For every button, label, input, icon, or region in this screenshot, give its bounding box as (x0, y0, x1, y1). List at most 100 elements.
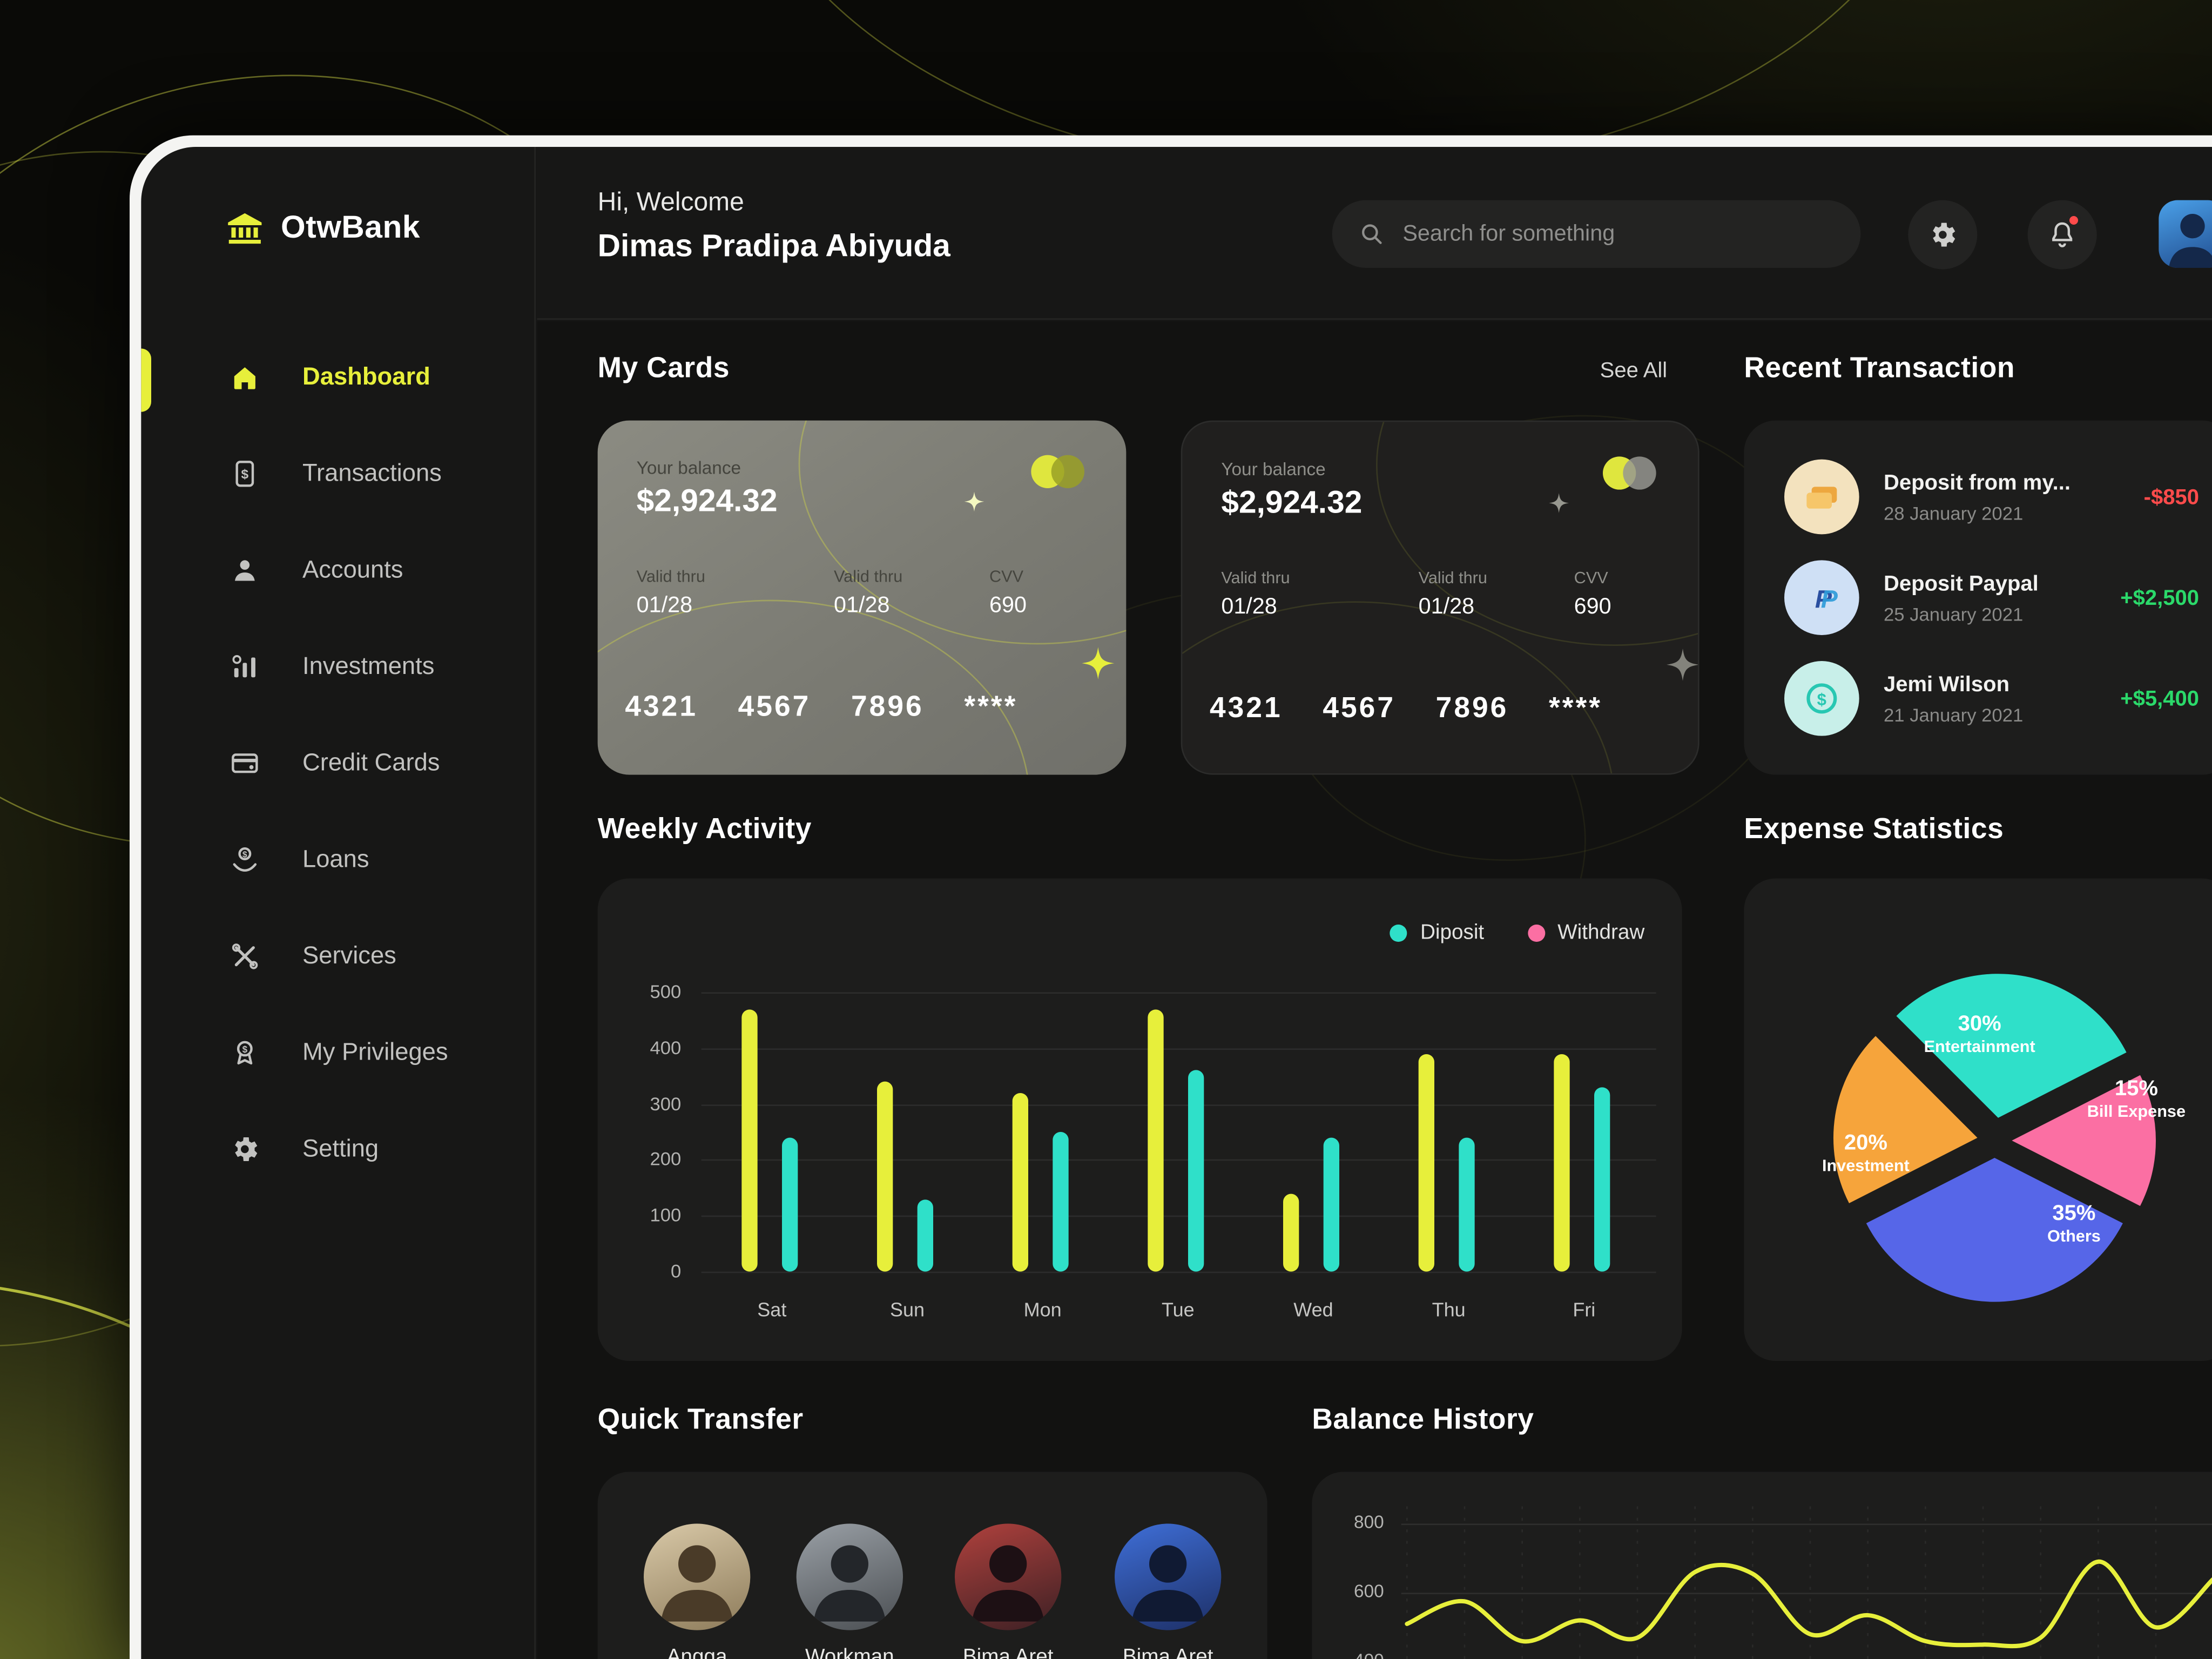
balance-label: Your balance (1221, 459, 1326, 480)
search-bar[interactable] (1332, 200, 1861, 268)
transaction-row[interactable]: Deposit from my... 28 January 2021 -$850 (1744, 447, 2212, 548)
pie-chart: 30% Entertainment 15% Bill Expense 35% Others… (1822, 974, 2186, 1302)
y-axis-label: 200 (650, 1148, 682, 1170)
gridline (701, 1215, 1656, 1217)
card-number: 4321 4567 7896 **** (1210, 692, 1603, 725)
bank-icon (225, 207, 265, 248)
app-window: OtwBank Dashboard $ Transactions (130, 135, 2212, 1659)
bank-card-light[interactable]: Your balance $2,924.32 Valid thru 01/28 … (597, 420, 1127, 775)
sidebar-item-services[interactable]: Services (141, 922, 534, 991)
pie-label: 15% Bill Expense (2087, 1076, 2186, 1121)
x-axis-labels: Sat Sun Mon Tue Wed Thu Fri (704, 1299, 1655, 1327)
chart-grid (701, 992, 1656, 1273)
transaction-date: 28 January 2021 (1884, 502, 2024, 524)
bar-withdraw-mon (1053, 1132, 1069, 1272)
gridline (701, 992, 1656, 994)
sparkle-icon (964, 491, 984, 512)
transaction-name: Jemi Wilson (1884, 672, 2010, 697)
cvv-field: CVV 690 (989, 569, 1027, 618)
gridline (701, 1159, 1656, 1161)
pie-slice-investment (1833, 1036, 1978, 1203)
legend-label: Diposit (1420, 921, 1485, 945)
gridline (701, 1048, 1656, 1050)
sidebar-item-loans[interactable]: $ Loans (141, 825, 534, 894)
user-icon (227, 553, 262, 588)
search-input[interactable] (1402, 221, 1835, 247)
gridline (1401, 1593, 2212, 1594)
user-name: Dimas Pradipa Abiyuda (597, 227, 950, 264)
transactions-icon: $ (227, 456, 262, 491)
x-axis-label: Sat (757, 1299, 787, 1321)
recent-transaction-title: Recent Transaction (1744, 353, 2015, 385)
notification-dot (2066, 213, 2081, 228)
valid-thru-field: Valid thru 01/28 (1418, 570, 1487, 619)
sidebar-item-investments[interactable]: Investments (141, 632, 534, 702)
bar-group-sun (840, 992, 975, 1272)
pie-label: 30% Entertainment (1924, 1011, 2035, 1056)
gridline (1401, 1523, 2212, 1525)
transaction-date: 21 January 2021 (1884, 703, 2024, 725)
sidebar-item-transactions[interactable]: $ Transactions (141, 439, 534, 508)
bank-card-dark[interactable]: Your balance $2,924.32 Valid thru 01/28 … (1181, 420, 1700, 775)
legend-item-diposit: Diposit (1390, 922, 1484, 945)
legend-dot (1527, 925, 1545, 942)
contact-name: Workman (805, 1646, 894, 1659)
search-icon (1358, 220, 1386, 248)
sidebar-item-my-privileges[interactable]: $ My Privileges (141, 1018, 534, 1087)
transaction-amount: +$5,400 (2120, 686, 2199, 711)
notifications-button[interactable] (2027, 200, 2097, 269)
line-chart (1405, 1506, 2212, 1659)
bar-diposit-mon (1012, 1093, 1028, 1272)
sidebar-item-setting[interactable]: Setting (141, 1115, 534, 1184)
bar-withdraw-thu (1459, 1137, 1475, 1272)
sidebar-item-accounts[interactable]: Accounts (141, 536, 534, 605)
recent-transactions-panel: Deposit from my... 28 January 2021 -$850… (1744, 420, 2212, 775)
greeting-block: Hi, Welcome Dimas Pradipa Abiyuda (598, 187, 950, 265)
y-axis-label: 400 (1332, 1650, 1384, 1659)
tools-icon (227, 939, 262, 974)
x-axis-label: Wed (1293, 1299, 1333, 1321)
x-axis-label: Sun (889, 1299, 925, 1321)
sidebar-item-dashboard[interactable]: Dashboard (141, 343, 534, 412)
chart-legend: Diposit Withdraw (1390, 922, 1644, 945)
y-axis-label: 600 (1354, 1581, 1384, 1602)
contact-angga[interactable]: Angga (629, 1523, 765, 1659)
y-axis-label: 300 (650, 1093, 682, 1115)
y-axis-label: 800 (1354, 1512, 1384, 1533)
card-network-icon (1603, 456, 1657, 491)
brand-logo[interactable]: OtwBank (225, 207, 420, 248)
sparkle-icon (1549, 493, 1569, 513)
see-all-link[interactable]: See All (1600, 359, 1668, 383)
privilege-icon: $ (227, 1035, 262, 1070)
balance-line (1405, 1559, 2212, 1649)
gear-icon (1933, 222, 1955, 247)
contact-name: Bima Aret (1122, 1646, 1213, 1659)
sidebar-item-label: Credit Cards (302, 748, 440, 777)
bar-diposit-fri (1554, 1054, 1570, 1272)
contact-bima-aret-1[interactable]: Bima Aret (940, 1523, 1076, 1659)
sidebar-item-label: Transactions (302, 459, 442, 487)
sidebar-item-label: Accounts (302, 556, 403, 583)
transaction-row[interactable]: $ Jemi Wilson 21 January 2021 +$5,400 (1744, 648, 2212, 749)
pie-slice-others (1866, 1158, 2123, 1302)
profile-avatar[interactable] (2159, 200, 2212, 268)
transaction-name: Deposit Paypal (1884, 571, 2039, 596)
bar-withdraw-wed (1323, 1137, 1339, 1272)
sidebar: OtwBank Dashboard $ Transactions (141, 147, 536, 1659)
brand-name: OtwBank (281, 208, 420, 245)
sidebar-item-credit-cards[interactable]: Credit Cards (141, 729, 534, 798)
contact-name: Bima Aret (962, 1646, 1054, 1659)
settings-button[interactable] (1908, 200, 1978, 269)
sidebar-nav: Dashboard $ Transactions Accounts (141, 343, 534, 1211)
legend-label: Withdraw (1557, 921, 1645, 945)
sidebar-item-label: My Privileges (302, 1038, 448, 1066)
contact-bima-aret-2[interactable]: Bima Aret (1100, 1523, 1236, 1659)
loan-icon: $ (227, 842, 262, 877)
contact-workman[interactable]: Workman (782, 1523, 918, 1659)
investments-icon (227, 650, 262, 684)
transaction-name: Deposit from my... (1884, 470, 2071, 495)
legend-dot (1390, 925, 1407, 942)
gridline (701, 1104, 1656, 1106)
